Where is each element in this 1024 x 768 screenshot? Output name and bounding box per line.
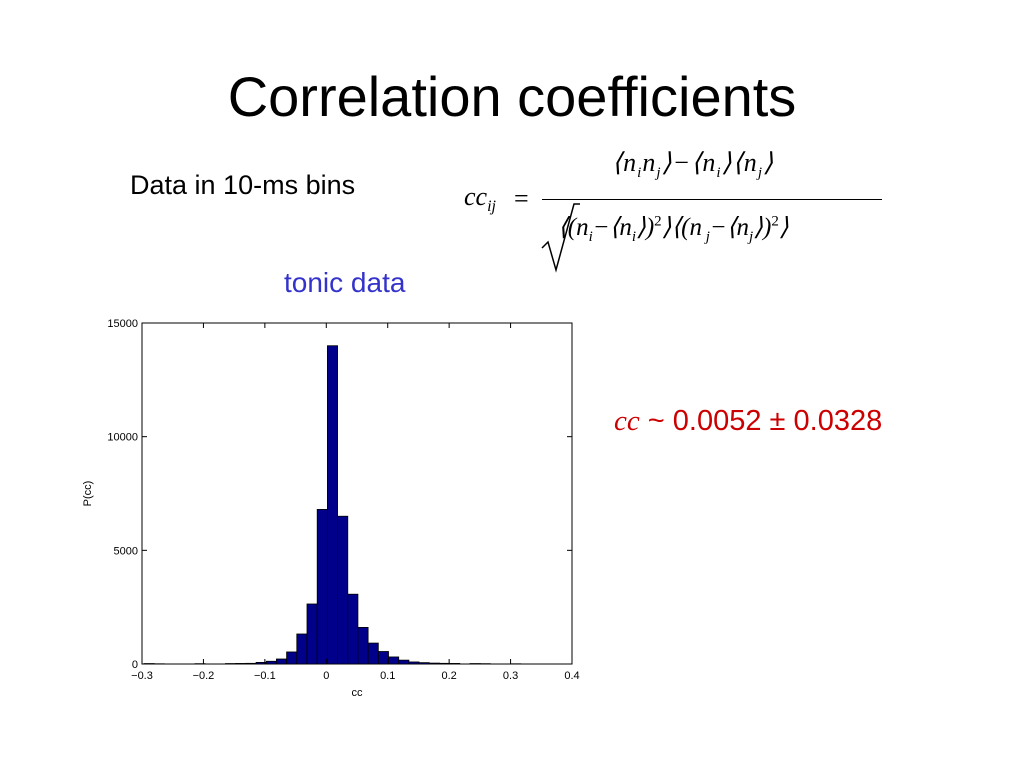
radical-sign-icon — [541, 203, 580, 273]
x-tick-label: 0.3 — [503, 670, 518, 682]
chart-title: tonic data — [284, 267, 406, 298]
histogram-bar — [296, 633, 308, 665]
histogram-bar — [408, 661, 420, 665]
x-tick-label: −0.1 — [254, 670, 276, 682]
formula-numerator: ⟨ninj⟩−⟨ni⟩⟨nj⟩ — [612, 148, 775, 182]
x-axis-label: cc — [352, 687, 364, 699]
histogram-bar — [347, 593, 359, 665]
x-tick-label: −0.2 — [193, 670, 215, 682]
histogram-bar — [377, 651, 389, 665]
formula-fraction-bar — [542, 199, 882, 200]
x-tick-label: 0.4 — [564, 670, 579, 682]
cc-statistic: cc ~ 0.0052 ± 0.0328 — [614, 404, 882, 438]
histogram-bar — [367, 642, 379, 665]
cc-symbol: cc — [614, 405, 640, 437]
histogram-bar — [326, 345, 338, 665]
y-tick-label: 15000 — [107, 318, 138, 330]
formula-denominator: ⟨(ni−⟨ni⟩)2⟩⟨(n j−⟨nj⟩)2⟩ — [558, 213, 789, 245]
histogram-bar — [357, 626, 369, 665]
y-axis-label: P(cc) — [82, 481, 94, 507]
slide-title: Correlation coefficients — [227, 65, 797, 128]
x-tick-label: 0.2 — [441, 670, 456, 682]
formula-equals: = — [514, 184, 529, 213]
x-tick-label: −0.3 — [131, 670, 153, 682]
histogram-bar — [449, 663, 461, 665]
histogram-bar — [306, 603, 318, 665]
histogram-bar — [439, 662, 451, 665]
x-tick-label: 0 — [323, 670, 329, 682]
histogram-bar — [276, 658, 287, 665]
cc-statistic-value: ~ 0.0052 ± 0.0328 — [639, 405, 883, 437]
histogram-bar — [316, 509, 328, 665]
y-tick-label: 10000 — [107, 432, 138, 444]
histogram-bar — [398, 659, 410, 665]
x-tick-label: 0.1 — [380, 670, 395, 682]
histogram-bar — [235, 663, 247, 665]
formula-lhs: ccij — [464, 182, 496, 216]
histogram-bar — [337, 515, 349, 665]
histogram-bar — [418, 662, 430, 665]
data-bin-note: Data in 10-ms bins — [130, 170, 356, 200]
histogram-chart: −0.3 −0.2 −0.1 0 0.1 0.2 0.3 0.4 0 5000 10000 15000… — [82, 318, 580, 699]
histogram-bar — [286, 651, 298, 665]
histogram-bar — [245, 662, 257, 665]
histogram-bar — [388, 656, 400, 665]
y-tick-label: 0 — [132, 659, 138, 671]
y-tick-label: 5000 — [114, 545, 138, 557]
histogram-bar — [265, 660, 277, 665]
histogram-bar — [428, 662, 440, 665]
correlation-formula: ccij = ⟨ninj⟩−⟨ni⟩⟨nj⟩ ⟨(ni−⟨ni⟩)2⟩⟨(n j… — [464, 146, 884, 276]
